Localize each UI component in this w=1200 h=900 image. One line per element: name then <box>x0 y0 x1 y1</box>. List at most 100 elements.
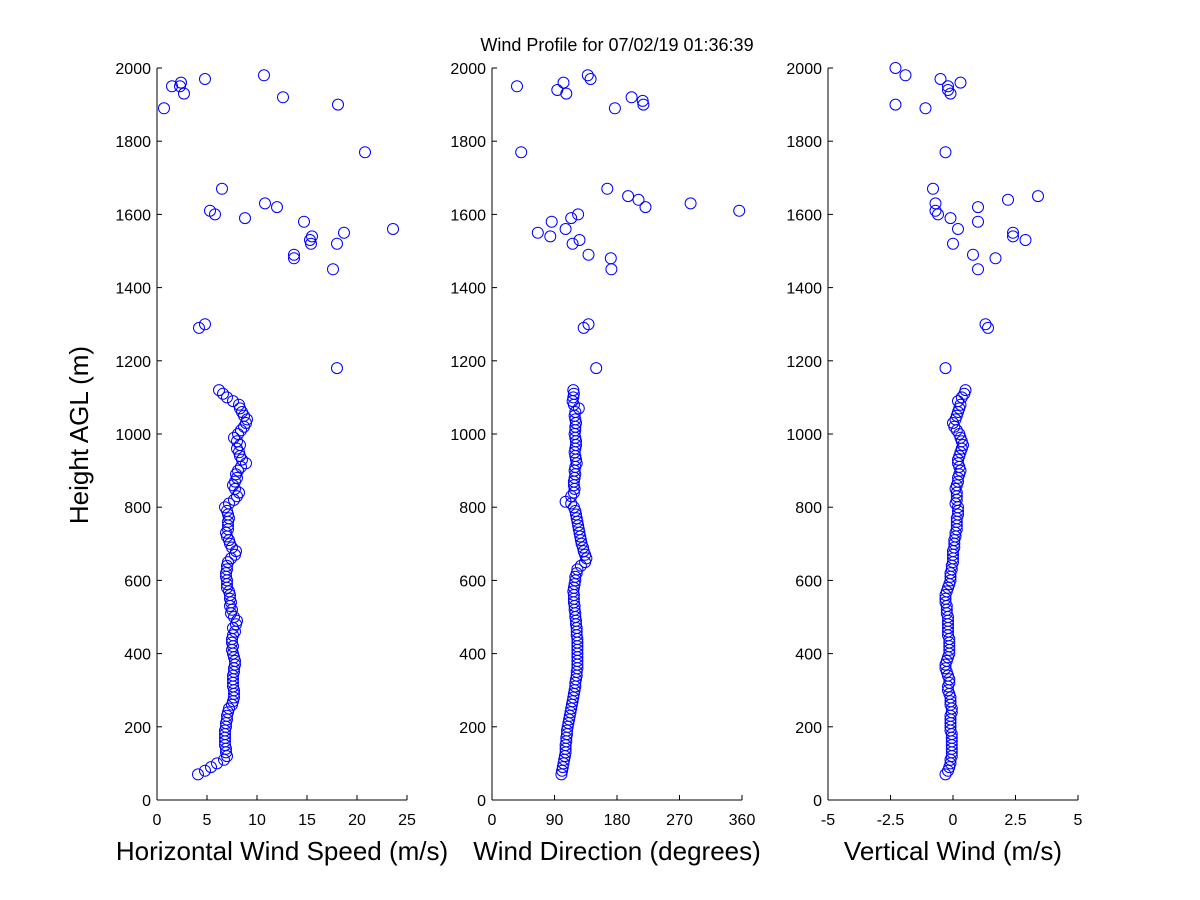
direction-data-point <box>570 512 583 525</box>
vertical-ytick-label: 1200 <box>786 354 822 371</box>
direction-data-point <box>515 146 528 159</box>
direction-data-point <box>557 76 570 89</box>
speed-data-point <box>199 764 211 777</box>
direction-data-point <box>608 102 621 115</box>
vertical-data-point <box>944 87 957 100</box>
vertical-data-point <box>919 102 932 115</box>
vertical-data-point <box>979 318 992 331</box>
direction-data-point <box>565 490 578 503</box>
speed-data-point <box>233 398 245 411</box>
direction-data-point <box>601 182 614 195</box>
direction-data-point <box>570 567 583 580</box>
vertical-data-point <box>939 146 952 159</box>
speed-xtick-label: 20 <box>348 812 366 829</box>
direction-data-point <box>584 73 597 85</box>
speed-data-point <box>226 636 238 649</box>
direction-ytick-label: 200 <box>459 720 486 737</box>
speed-data-point <box>230 545 242 558</box>
vertical-xtick-label: 0 <box>949 812 958 829</box>
direction-data-point <box>567 384 580 397</box>
direction-data-point <box>582 318 595 331</box>
direction-data-point <box>511 80 523 93</box>
direction-data-point <box>572 208 585 221</box>
direction-data-point <box>590 362 603 375</box>
speed-data-point <box>221 563 233 576</box>
speed-xlabel: Horizontal Wind Speed (m/s) <box>116 836 448 866</box>
vertical-data-point <box>939 592 952 605</box>
direction-ytick-label: 1200 <box>450 354 486 371</box>
vertical-data-point <box>955 391 968 404</box>
figure-title: Wind Profile for 07/02/19 01:36:39 <box>480 35 753 55</box>
speed-data-point <box>228 611 240 623</box>
vertical-data-point <box>889 62 902 74</box>
vertical-ytick-label: 200 <box>795 720 822 737</box>
vertical-data-point <box>942 80 954 93</box>
direction-data-point <box>625 91 638 104</box>
speed-data-point <box>304 234 316 246</box>
vertical-data-point <box>1032 190 1044 203</box>
vertical-data-point <box>899 69 912 82</box>
vertical-data-point <box>954 76 967 89</box>
vertical-data-point <box>952 223 964 235</box>
direction-data-point <box>569 406 582 418</box>
speed-ytick-label: 200 <box>124 720 151 737</box>
speed-xtick-label: 10 <box>248 812 266 829</box>
vertical-data-point <box>944 212 957 225</box>
direction-data-point <box>622 190 635 203</box>
speed-data-point <box>327 263 339 276</box>
vertical-xtick-label: 2.5 <box>1004 812 1026 829</box>
vertical-data-point <box>942 84 954 96</box>
direction-data-point <box>565 212 578 225</box>
direction-data-point <box>637 98 650 111</box>
direction-ytick-label: 1400 <box>450 281 486 298</box>
vertical-data-point <box>934 73 947 85</box>
direction-xtick-label: 270 <box>666 812 693 829</box>
speed-data-point <box>227 395 239 408</box>
vertical-data-point <box>972 201 984 214</box>
speed-data-point <box>175 76 187 89</box>
speed-data-point <box>232 464 244 477</box>
speed-data-point <box>233 486 245 499</box>
direction-ytick-label: 2000 <box>450 61 486 78</box>
speed-data-point <box>231 614 243 627</box>
direction-xlabel: Wind Direction (degrees) <box>473 836 761 866</box>
speed-ytick-label: 1200 <box>115 354 151 371</box>
direction-data-point <box>544 230 557 243</box>
speed-data-point <box>288 252 300 265</box>
vertical-ytick-label: 1600 <box>786 207 822 224</box>
vertical-data-point <box>927 182 939 195</box>
vertical-data-point <box>1002 193 1014 206</box>
vertical-ytick-label: 1000 <box>786 427 822 444</box>
speed-data-point <box>204 204 216 217</box>
speed-data-point <box>199 318 211 331</box>
vertical-data-point <box>947 237 959 250</box>
direction-xtick-label: 0 <box>488 812 497 829</box>
speed-ytick-label: 0 <box>142 793 151 810</box>
vertical-data-point <box>889 98 902 111</box>
speed-ytick-label: 600 <box>124 573 151 590</box>
speed-data-point <box>219 501 231 514</box>
speed-data-point <box>223 702 235 715</box>
vertical-xtick-label: -5 <box>821 812 835 829</box>
speed-xtick-label: 0 <box>153 812 162 829</box>
vertical-data-point <box>932 208 944 221</box>
vertical-data-point <box>952 475 964 488</box>
direction-ytick-label: 1000 <box>450 427 486 444</box>
vertical-ytick-label: 0 <box>813 793 822 810</box>
vertical-xtick-label: -2.5 <box>877 812 905 829</box>
speed-data-point <box>387 223 399 235</box>
direction-data-point <box>566 237 579 250</box>
direction-data-point <box>571 563 584 576</box>
speed-data-point <box>231 435 243 448</box>
direction-data-point <box>545 215 558 228</box>
direction-ytick-label: 600 <box>459 573 486 590</box>
speed-data-point <box>158 102 170 115</box>
speed-data-point <box>240 457 252 470</box>
direction-ytick-label: 0 <box>477 793 486 810</box>
speed-ytick-label: 1600 <box>115 207 151 224</box>
speed-data-point <box>258 69 270 82</box>
direction-ytick-label: 400 <box>459 647 486 664</box>
vertical-data-point <box>943 676 956 689</box>
speed-data-point <box>259 197 271 210</box>
